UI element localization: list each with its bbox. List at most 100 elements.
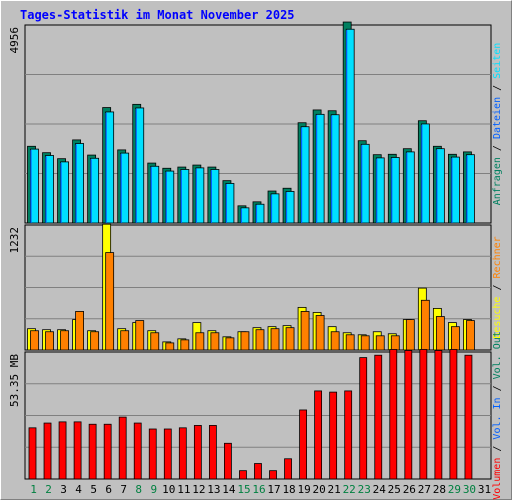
bar-seiten-day-24 — [375, 157, 385, 224]
bar-volumen-day-25 — [389, 349, 398, 480]
x-tick-label-day-29: 29 — [448, 483, 461, 496]
bar-volumen-day-1 — [28, 427, 37, 480]
x-tick-label-day-11: 11 — [177, 483, 190, 496]
x-tick-label-day-21: 21 — [328, 483, 341, 496]
bar-seiten-day-21 — [330, 114, 340, 224]
bar-seiten-day-3 — [60, 161, 69, 224]
legend-separator: / — [492, 278, 503, 296]
bar-seiten-day-13 — [210, 169, 220, 224]
bar-rechner-day-19 — [300, 311, 310, 351]
bar-volumen-day-18 — [284, 458, 292, 480]
y-axis-max-label-middle: 1232 — [8, 227, 21, 254]
x-tick-label-day-15: 15 — [237, 483, 250, 496]
bar-rechner-day-15 — [240, 331, 250, 351]
x-tick-label-day-7: 7 — [120, 483, 127, 496]
bar-seiten-day-23 — [360, 143, 370, 224]
x-tick-label-day-1: 1 — [30, 483, 37, 496]
x-tick-label-day-28: 28 — [433, 483, 446, 496]
bar-volumen-day-24 — [374, 354, 383, 480]
bar-volumen-day-6 — [103, 423, 112, 480]
bar-seiten-day-27 — [420, 123, 430, 224]
bar-rechner-day-22 — [345, 334, 355, 351]
bar-volumen-day-16 — [254, 463, 262, 480]
x-tick-label-day-8: 8 — [135, 483, 142, 496]
x-tick-label-day-17: 17 — [267, 483, 280, 496]
bar-seiten-day-15 — [240, 207, 250, 224]
x-tick-label-day-16: 16 — [252, 483, 265, 496]
bar-rechner-day-13 — [210, 332, 220, 351]
bar-volumen-day-14 — [224, 442, 232, 480]
legend-vol-out: Vol. Out — [492, 331, 503, 379]
bar-rechner-day-18 — [285, 327, 295, 351]
bar-volumen-day-28 — [434, 350, 443, 480]
bar-volumen-day-7 — [118, 416, 127, 480]
bar-rechner-day-26 — [405, 319, 415, 351]
legend-middle: Besuche / Rechner — [492, 236, 503, 338]
legend-dateien: Dateien — [492, 97, 503, 139]
x-tick-label-day-6: 6 — [105, 483, 112, 496]
bar-seiten-day-6 — [105, 111, 115, 224]
x-tick-label-day-24: 24 — [373, 483, 387, 496]
legend-top: Anfragen / Dateien / Seiten — [492, 43, 503, 206]
bar-rechner-day-29 — [451, 326, 460, 351]
bar-rechner-day-25 — [390, 335, 400, 351]
x-tick-label-day-27: 27 — [418, 483, 431, 496]
bar-rechner-day-23 — [360, 335, 370, 351]
bar-volumen-day-23 — [359, 357, 368, 480]
bar-seiten-day-28 — [435, 148, 445, 224]
bar-rechner-day-24 — [375, 335, 385, 351]
x-tick-label-day-14: 14 — [222, 483, 236, 496]
bar-volumen-day-13 — [208, 425, 217, 480]
bar-seiten-day-17 — [270, 193, 280, 224]
legend-rechner: Rechner — [492, 236, 503, 278]
x-tick-label-day-18: 18 — [282, 483, 295, 496]
bar-rechner-day-1 — [30, 330, 39, 351]
bar-seiten-day-2 — [45, 155, 54, 224]
bar-volumen-day-8 — [133, 422, 142, 480]
bar-seiten-day-22 — [345, 28, 355, 224]
bar-volumen-day-30 — [464, 354, 473, 480]
legend-anfragen: Anfragen — [492, 157, 503, 205]
bar-seiten-day-26 — [405, 151, 415, 224]
bar-seiten-day-8 — [135, 107, 145, 224]
x-tick-label-day-31: 31 — [478, 483, 491, 496]
x-tick-label-day-12: 12 — [192, 483, 205, 496]
bar-volumen-day-20 — [314, 390, 323, 480]
x-tick-label-day-3: 3 — [60, 483, 67, 496]
bar-volumen-day-22 — [344, 390, 353, 480]
legend-vol-in: Vol. In — [492, 397, 503, 439]
bar-seiten-day-11 — [180, 169, 190, 224]
bar-volumen-day-27 — [419, 349, 428, 480]
bar-volumen-day-12 — [193, 425, 202, 480]
bar-rechner-day-9 — [150, 332, 160, 351]
x-tick-label-day-13: 13 — [207, 483, 220, 496]
legend-separator: / — [492, 379, 503, 397]
bar-rechner-day-11 — [180, 339, 190, 351]
bar-seiten-day-1 — [30, 148, 39, 224]
legend-seiten: Seiten — [492, 43, 503, 79]
bar-seiten-day-20 — [315, 113, 325, 224]
bar-volumen-day-10 — [163, 428, 172, 480]
bar-volumen-day-9 — [148, 428, 157, 480]
bar-volumen-day-11 — [178, 427, 187, 480]
bar-volumen-day-29 — [449, 349, 458, 480]
bar-volumen-day-2 — [43, 422, 52, 480]
bar-seiten-day-16 — [255, 203, 265, 224]
legend-bottom: Volumen / Vol. In / Vol. Out — [492, 331, 503, 500]
y-axis-max-label-bottom: 53.35 MB — [8, 354, 21, 407]
bar-rechner-day-28 — [435, 316, 445, 351]
y-axis-max-label-top: 4956 — [8, 27, 21, 54]
bar-seiten-day-25 — [390, 157, 400, 224]
bar-volumen-day-19 — [299, 409, 307, 480]
bar-rechner-day-27 — [420, 299, 430, 351]
bar-rechner-day-10 — [165, 342, 175, 351]
x-tick-label-day-20: 20 — [313, 483, 326, 496]
bar-rechner-day-30 — [466, 320, 475, 351]
bar-volumen-day-4 — [73, 421, 82, 480]
bar-seiten-day-30 — [466, 154, 475, 224]
bar-rechner-day-7 — [120, 330, 130, 351]
legend-besuche: Besuche — [492, 297, 503, 339]
bar-rechner-day-5 — [90, 331, 100, 351]
bar-rechner-day-16 — [255, 329, 265, 351]
